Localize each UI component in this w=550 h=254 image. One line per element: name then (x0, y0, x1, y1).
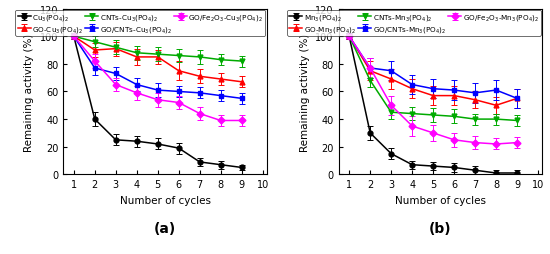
X-axis label: Number of cycles: Number of cycles (395, 195, 486, 205)
Y-axis label: Remaining activity (%): Remaining activity (%) (24, 33, 34, 151)
Legend: Mn$_3$(PO$_4$)$_2$, GO-Mn$_3$(PO$_4$)$_2$, CNTs-Mn$_3$(PO$_4$)$_2$, GO/CNTs-Mn$_: Mn$_3$(PO$_4$)$_2$, GO-Mn$_3$(PO$_4$)$_2… (287, 11, 541, 37)
Text: (a): (a) (154, 221, 176, 235)
X-axis label: Number of cycles: Number of cycles (119, 195, 211, 205)
Text: (b): (b) (429, 221, 452, 235)
Y-axis label: Remaining activity (%): Remaining activity (%) (300, 33, 310, 151)
Legend: Cu$_3$(PO$_4$)$_2$, GO-Cu$_3$(PO$_4$)$_2$, CNTs-Cu$_3$(PO$_4$)$_2$, GO/CNTs-Cu$_: Cu$_3$(PO$_4$)$_2$, GO-Cu$_3$(PO$_4$)$_2… (15, 11, 266, 37)
